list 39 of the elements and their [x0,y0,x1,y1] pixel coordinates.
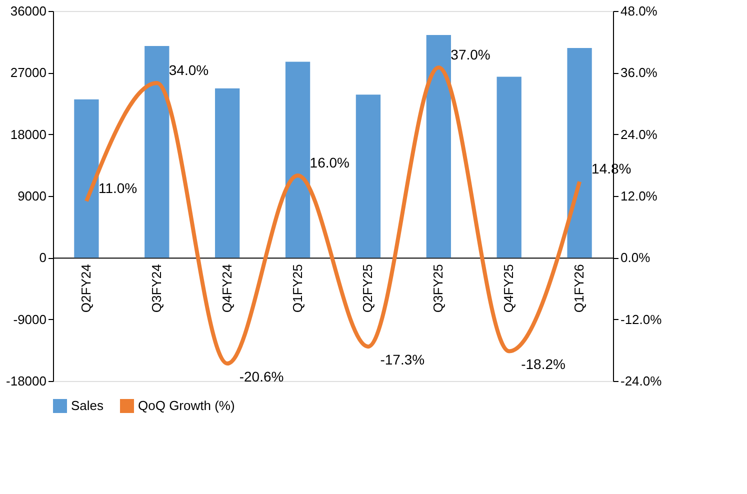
y-tick-label: 36000 [10,4,46,18]
y-tick-label: 18000 [10,126,46,142]
legend-label: Sales [71,398,104,413]
x-tick-label: Q3FY25 [430,264,446,313]
y2-tick-label: 12.0% [620,188,658,204]
data-label: -20.6% [239,368,284,385]
y-tick-label: 9000 [18,188,46,204]
y2-tick-label: 48.0% [620,4,658,18]
bar [285,62,310,258]
legend-label: QoQ Growth (%) [138,398,235,413]
data-label: -17.3% [380,352,425,368]
x-tick-label: Q3FY24 [148,264,164,313]
data-label: 34.0% [168,62,209,78]
y2-tick-label: -24.0% [620,374,662,388]
y-tick-label: 0 [39,250,46,266]
data-label: -18.2% [521,356,566,372]
bar [144,46,170,258]
bar [74,99,99,258]
y-tick-label: 27000 [10,65,46,80]
x-tick-label: Q1FY26 [572,264,587,313]
y2-tick-label: 0.0% [620,250,651,266]
y-tick-label: -9000 [13,312,46,327]
x-tick-label: Q2FY25 [360,264,376,313]
y2-tick-label: 36.0% [620,65,658,80]
x-tick-label: Q2FY24 [78,264,94,313]
y-tick-label: -18000 [6,374,46,388]
x-tick-label: Q4FY24 [219,264,234,313]
y2-tick-label: 24.0% [620,126,658,142]
data-label: 16.0% [310,154,350,170]
data-label: 11.0% [98,180,138,196]
x-tick-label: Q4FY25 [501,264,516,313]
bar [215,88,240,258]
bar [426,34,451,258]
bar [567,48,592,258]
x-tick-label: Q1FY25 [290,264,305,313]
bar [496,76,522,258]
y2-tick-label: -12.0% [620,312,662,327]
bar [356,94,381,258]
data-label: 37.0% [450,46,490,63]
